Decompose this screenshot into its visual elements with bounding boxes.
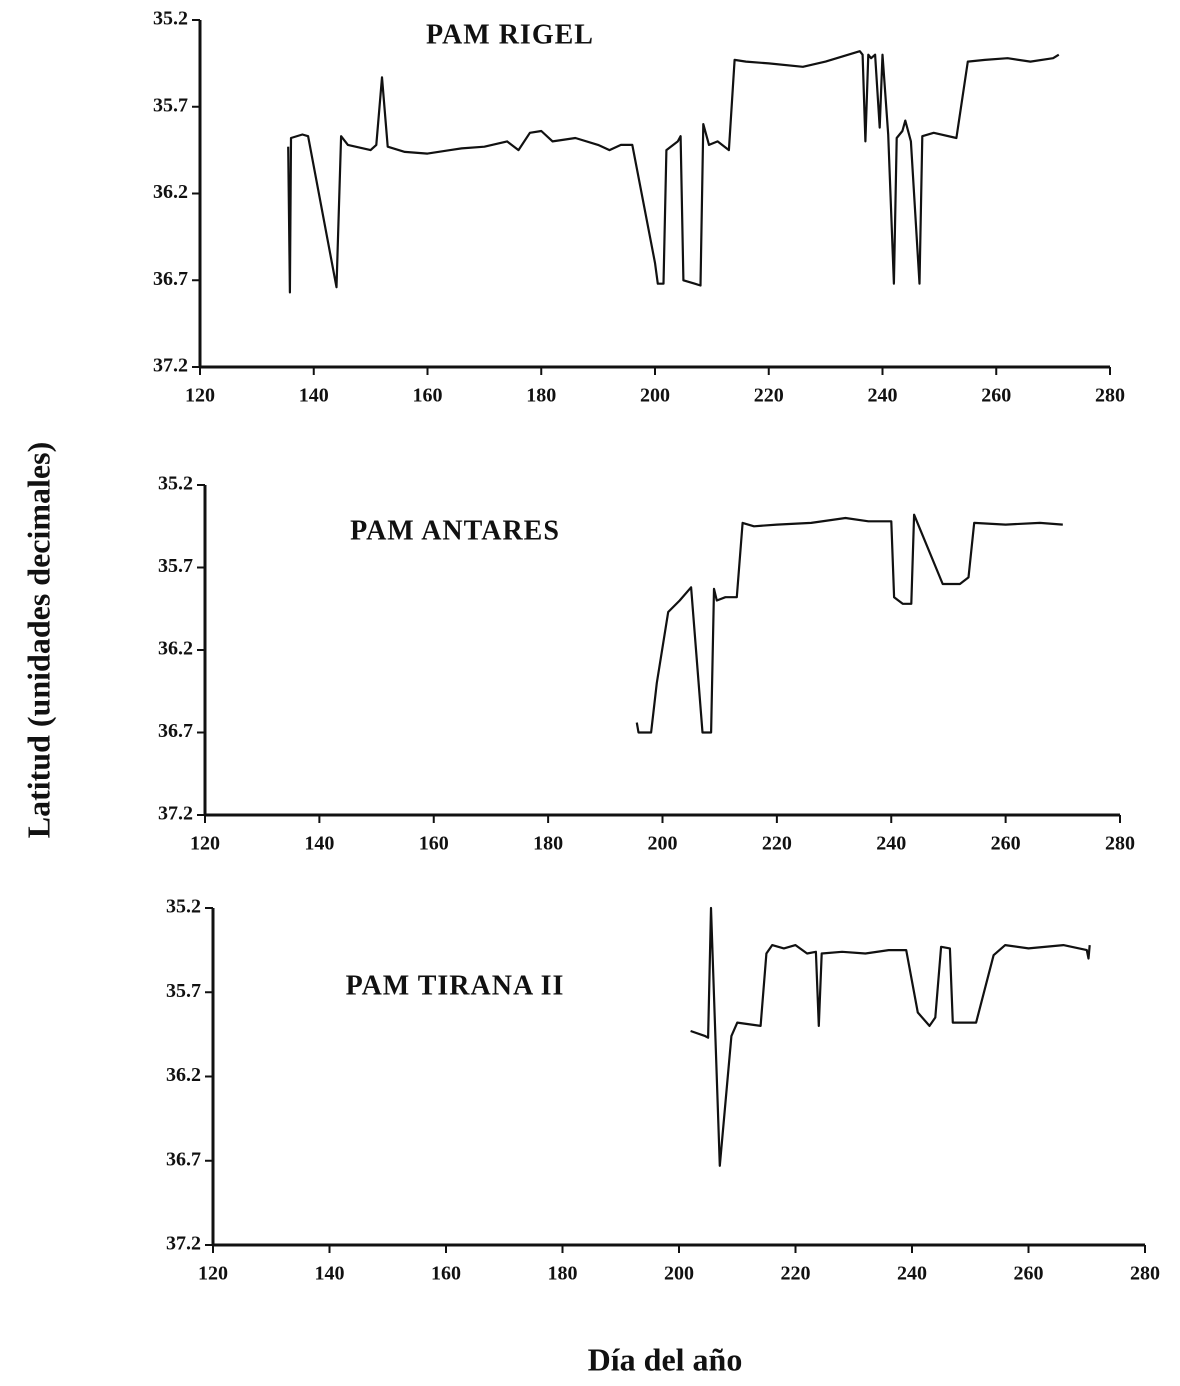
x-tick-label: 140: [315, 1263, 345, 1285]
x-tick-label: 120: [190, 833, 220, 855]
x-tick-label: 200: [664, 1263, 694, 1285]
data-line: [635, 513, 1063, 734]
y-tick-label: 36.2: [166, 1064, 201, 1086]
x-tick-label: 240: [876, 833, 906, 855]
x-tick-label: 220: [762, 833, 792, 855]
x-tick-label: 160: [419, 833, 449, 855]
x-tick-label: 120: [185, 385, 215, 407]
panel-title: PAM ANTARES: [350, 515, 560, 546]
data-line: [690, 906, 1091, 1167]
x-tick-label: 160: [413, 385, 443, 407]
x-tick-label: 240: [897, 1263, 927, 1285]
y-tick-label: 35.2: [158, 473, 193, 495]
x-tick-label: 280: [1095, 385, 1125, 407]
y-tick-label: 36.7: [153, 268, 188, 290]
y-tick-label: 36.7: [158, 720, 193, 742]
y-axis-title: Latitud (unidades decimales): [20, 442, 56, 838]
x-tick-label: 140: [304, 833, 334, 855]
panel-title: PAM RIGEL: [426, 19, 594, 50]
x-tick-label: 200: [648, 833, 678, 855]
x-tick-label: 220: [781, 1263, 811, 1285]
x-tick-label: 260: [991, 833, 1021, 855]
x-tick-label: 260: [981, 385, 1011, 407]
x-tick-label: 280: [1130, 1263, 1160, 1285]
x-tick-label: 180: [548, 1263, 578, 1285]
x-tick-label: 140: [299, 385, 329, 407]
x-tick-label: 160: [431, 1263, 461, 1285]
x-tick-label: 120: [198, 1263, 228, 1285]
y-tick-label: 36.2: [158, 638, 193, 660]
x-tick-label: 260: [1014, 1263, 1044, 1285]
x-tick-label: 280: [1105, 833, 1135, 855]
y-tick-label: 35.7: [158, 555, 193, 577]
panel-title: PAM TIRANA II: [346, 970, 565, 1001]
y-tick-label: 35.7: [166, 980, 201, 1002]
y-tick-label: 35.2: [153, 8, 188, 30]
y-tick-label: 37.2: [166, 1233, 201, 1255]
x-tick-label: 180: [526, 385, 556, 407]
x-tick-label: 200: [640, 385, 670, 407]
y-tick-label: 36.2: [153, 181, 188, 203]
x-tick-label: 240: [868, 385, 898, 407]
x-tick-label: 220: [754, 385, 784, 407]
data-line: [287, 50, 1060, 294]
y-tick-label: 37.2: [158, 803, 193, 825]
y-tick-label: 37.2: [153, 355, 188, 377]
y-tick-label: 36.7: [166, 1148, 201, 1170]
y-tick-label: 35.2: [166, 896, 201, 918]
x-tick-label: 180: [533, 833, 563, 855]
x-axis-title: Día del año: [588, 1341, 743, 1377]
y-tick-label: 35.7: [153, 94, 188, 116]
